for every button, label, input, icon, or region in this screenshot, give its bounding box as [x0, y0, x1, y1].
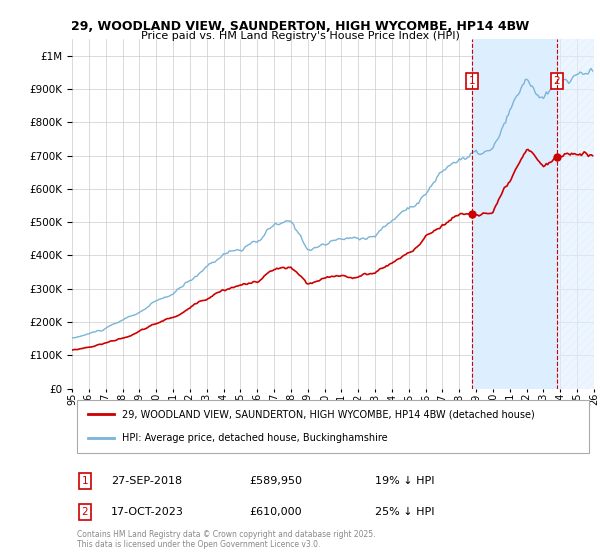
Bar [472, 39, 557, 389]
Text: 17-OCT-2023: 17-OCT-2023 [111, 507, 184, 517]
Bar [557, 39, 594, 389]
Text: 25% ↓ HPI: 25% ↓ HPI [375, 507, 434, 517]
Text: 2: 2 [82, 507, 88, 517]
Text: 1: 1 [82, 476, 88, 486]
Text: 29, WOODLAND VIEW, SAUNDERTON, HIGH WYCOMBE, HP14 4BW (detached house): 29, WOODLAND VIEW, SAUNDERTON, HIGH WYCO… [122, 409, 535, 419]
Text: £610,000: £610,000 [250, 507, 302, 517]
Text: HPI: Average price, detached house, Buckinghamshire: HPI: Average price, detached house, Buck… [122, 433, 387, 444]
Text: Price paid vs. HM Land Registry's House Price Index (HPI): Price paid vs. HM Land Registry's House … [140, 31, 460, 41]
Text: 2: 2 [553, 76, 560, 86]
Text: 27-SEP-2018: 27-SEP-2018 [111, 476, 182, 486]
Text: 29, WOODLAND VIEW, SAUNDERTON, HIGH WYCOMBE, HP14 4BW: 29, WOODLAND VIEW, SAUNDERTON, HIGH WYCO… [71, 20, 529, 32]
Text: Contains HM Land Registry data © Crown copyright and database right 2025.
This d: Contains HM Land Registry data © Crown c… [77, 530, 376, 549]
Text: 19% ↓ HPI: 19% ↓ HPI [375, 476, 434, 486]
FancyBboxPatch shape [77, 400, 589, 452]
Text: £589,950: £589,950 [250, 476, 302, 486]
Text: 1: 1 [469, 76, 475, 86]
